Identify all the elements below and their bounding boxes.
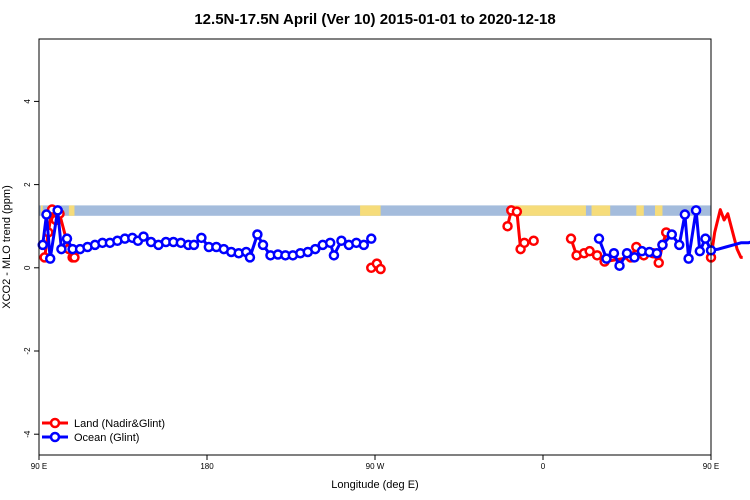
- data-point-ocean: [358, 239, 370, 251]
- data-point-ocean: [244, 252, 256, 263]
- data-point-ocean: [138, 231, 149, 242]
- y-tick-label: 0: [23, 265, 32, 270]
- data-point-ocean: [629, 252, 640, 263]
- x-axis-label: Longitude (deg E): [331, 479, 418, 491]
- legend-land-marker: [49, 417, 61, 429]
- data-point-ocean: [694, 245, 706, 257]
- data-point-ocean: [252, 229, 263, 240]
- data-point-ocean: [61, 233, 73, 244]
- land-band-segment: [591, 205, 611, 216]
- legend-land-label: Land (Nadir&Glint): [74, 418, 165, 430]
- data-point-ocean: [41, 209, 52, 220]
- y-axis-label: XCO2 - MLO trend (ppm): [1, 185, 13, 308]
- y-tick-label: 4: [23, 99, 32, 104]
- data-point-ocean: [666, 229, 678, 240]
- legend-ocean-label: Ocean (Glint): [74, 432, 139, 444]
- data-point-ocean: [52, 205, 63, 216]
- x-tick-label: 180: [200, 462, 214, 471]
- plot-frame: [38, 38, 712, 456]
- series-line-land: [709, 208, 743, 259]
- data-point-ocean: [651, 247, 663, 259]
- data-point-ocean: [608, 247, 620, 259]
- data-point-ocean: [674, 239, 685, 251]
- data-point-ocean: [700, 233, 711, 244]
- legend-ocean-marker: [49, 431, 61, 443]
- data-point-ocean: [188, 239, 200, 251]
- data-point-land: [69, 252, 80, 263]
- series-layer: [37, 204, 750, 275]
- data-point-land: [653, 257, 664, 269]
- land-band-segment: [511, 205, 586, 216]
- data-point-ocean: [196, 232, 207, 244]
- data-point-ocean: [44, 253, 56, 264]
- land-band-segment: [360, 205, 381, 216]
- data-point-ocean: [324, 237, 336, 249]
- data-point-ocean: [690, 205, 702, 216]
- land-band-segment: [68, 205, 75, 216]
- data-point-ocean: [366, 233, 377, 244]
- x-tick-label: 90 W: [366, 462, 385, 471]
- data-point-ocean: [328, 250, 340, 261]
- data-point-ocean: [56, 243, 67, 255]
- data-point-ocean: [601, 253, 612, 264]
- data-point-land: [511, 206, 523, 217]
- data-point-land: [565, 233, 577, 244]
- x-tick-label: 90 E: [703, 462, 719, 471]
- x-tick-label: 90 E: [31, 462, 47, 471]
- data-point-land: [528, 235, 539, 247]
- data-point-land: [375, 263, 386, 275]
- data-point-ocean: [683, 253, 694, 264]
- data-point-ocean: [310, 243, 321, 255]
- data-point-ocean: [614, 260, 625, 271]
- x-axis: 90 E 180 90 W 0 90 E: [31, 455, 719, 471]
- y-tick-label: -4: [23, 430, 32, 438]
- data-point-ocean: [37, 239, 48, 251]
- data-point-land: [519, 237, 530, 249]
- data-point-land: [502, 220, 513, 232]
- data-point-land: [584, 245, 595, 257]
- data-point-ocean: [336, 235, 347, 247]
- y-tick-label: -2: [23, 347, 32, 355]
- data-point-ocean: [593, 233, 605, 244]
- data-point-ocean: [657, 239, 668, 251]
- surface-type-band: [39, 205, 711, 216]
- data-point-land: [591, 250, 603, 261]
- land-band-segment: [40, 205, 43, 216]
- data-point-ocean: [679, 209, 691, 220]
- land-band-segment: [655, 205, 663, 216]
- y-tick-label: 2: [23, 182, 32, 187]
- y-axis: -4 -2 0 2 4: [23, 99, 39, 438]
- x-tick-label: 0: [541, 462, 546, 471]
- legend: Land (Nadir&Glint) Ocean (Glint): [42, 417, 165, 444]
- data-point-ocean: [257, 239, 269, 251]
- land-band-segment: [636, 205, 644, 216]
- chart-title: 12.5N-17.5N April (Ver 10) 2015-01-01 to…: [194, 11, 555, 28]
- data-point-ocean: [621, 247, 633, 259]
